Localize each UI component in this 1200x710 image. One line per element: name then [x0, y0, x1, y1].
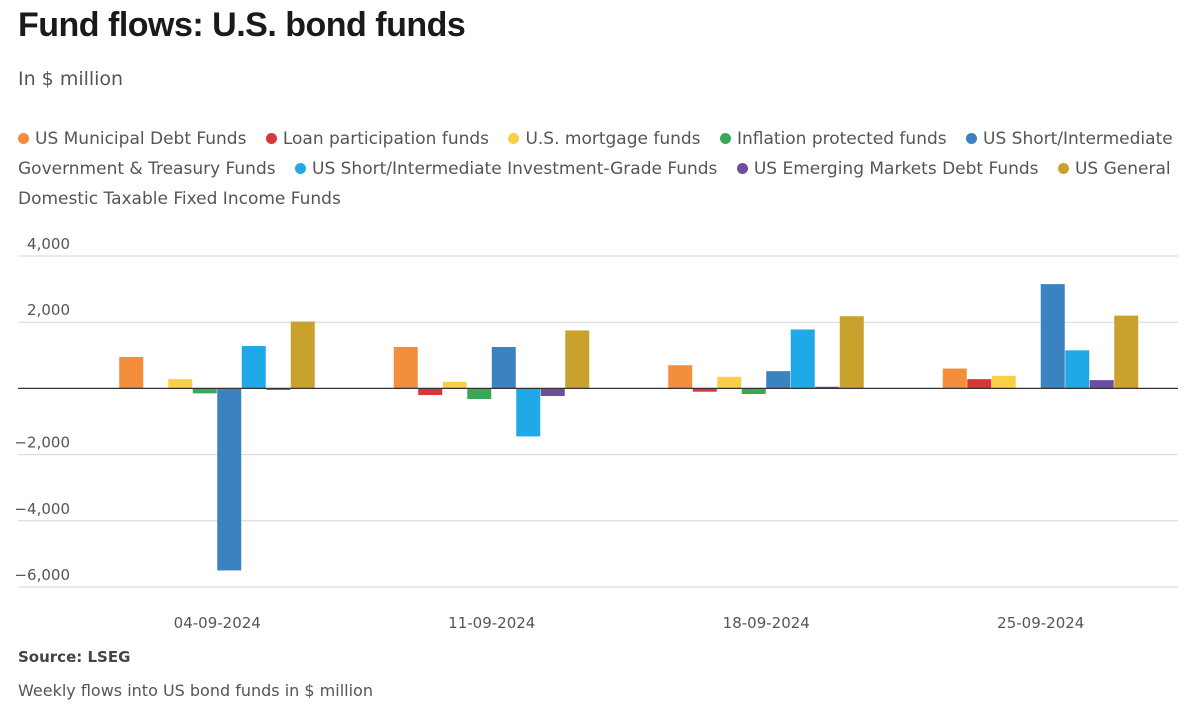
legend-item: Loan participation funds [265, 129, 490, 149]
y-tick-label: 2,000 [27, 301, 70, 319]
y-tick-label: −2,000 [14, 434, 70, 452]
legend-item: US General Domestic Taxable Fixed Income… [18, 159, 1171, 209]
bar [516, 388, 541, 437]
bar [1065, 350, 1090, 389]
legend-swatch [265, 133, 277, 144]
legend-swatch [508, 133, 520, 144]
bar [241, 346, 266, 389]
legend-item: Inflation protected funds [719, 129, 947, 149]
x-tick-label: 11-09-2024 [448, 614, 535, 632]
bar [418, 388, 443, 396]
bar [442, 381, 467, 389]
legend-label: U.S. mortgage funds [525, 129, 701, 149]
bar [217, 388, 242, 571]
legend-swatch [1057, 163, 1069, 174]
bar [692, 388, 717, 392]
legend-swatch [295, 163, 306, 174]
legend-swatch [966, 133, 978, 144]
bar [741, 388, 766, 395]
bar-chart: 4,000 2,000 −2,000 −4,000 −6,000 04-09-2024 11… [14, 235, 1178, 632]
bar [467, 388, 492, 399]
source-note: Source: LSEG [18, 648, 131, 666]
bar [290, 321, 315, 389]
legend-item: US Short/Intermediate Government & Treas… [18, 129, 1173, 179]
x-tick-label: 18-09-2024 [723, 614, 810, 632]
bar [168, 379, 193, 389]
chart-title: Fund flows: U.S. bond funds [18, 6, 466, 44]
bar [1040, 284, 1065, 389]
chart-caption: Weekly flows into US bond funds in $ mil… [18, 681, 373, 700]
legend-label: Loan participation funds [282, 129, 490, 149]
bar [815, 386, 840, 389]
legend-label: US Municipal Debt Funds [35, 129, 247, 149]
bar [565, 330, 590, 389]
legend-label: US Short/Intermediate Investment-Grade F… [312, 159, 718, 179]
bar [1089, 380, 1114, 389]
legend-item: US Short/Intermediate Investment-Grade F… [295, 159, 717, 179]
bar [491, 347, 516, 389]
legend-label: US Short/Intermediate Government & Treas… [18, 129, 1173, 179]
bar [393, 347, 418, 389]
bar [119, 356, 144, 389]
bar [790, 329, 815, 389]
bar [266, 388, 291, 390]
bar [839, 316, 864, 389]
legend-item: US Municipal Debt Funds [18, 129, 246, 149]
bar [668, 365, 693, 389]
bar [1114, 315, 1139, 389]
bar [766, 371, 791, 389]
legend-swatch [736, 163, 748, 174]
bar [967, 379, 992, 389]
legend-swatch [719, 133, 731, 144]
legend-swatch [18, 133, 29, 144]
y-tick-label: 4,000 [27, 235, 70, 253]
bar [942, 368, 967, 389]
bar [192, 388, 217, 394]
y-tick-label: −6,000 [14, 566, 70, 584]
legend-label: US General Domestic Taxable Fixed Income… [18, 159, 1171, 209]
legend-item: US Emerging Markets Debt Funds [736, 159, 1039, 179]
x-tick-label: 25-09-2024 [997, 614, 1084, 632]
y-tick-label: −4,000 [14, 500, 70, 518]
bar [717, 376, 742, 389]
legend-label: Inflation protected funds [736, 129, 947, 149]
bar [991, 375, 1016, 389]
chart-subtitle: In $ million [18, 68, 124, 90]
x-tick-label: 04-09-2024 [174, 614, 261, 632]
bar [540, 388, 565, 397]
legend-label: US Emerging Markets Debt Funds [753, 159, 1039, 179]
chart-legend: US Municipal Debt Funds Loan participati… [18, 124, 1178, 214]
legend-item: U.S. mortgage funds [508, 129, 701, 149]
